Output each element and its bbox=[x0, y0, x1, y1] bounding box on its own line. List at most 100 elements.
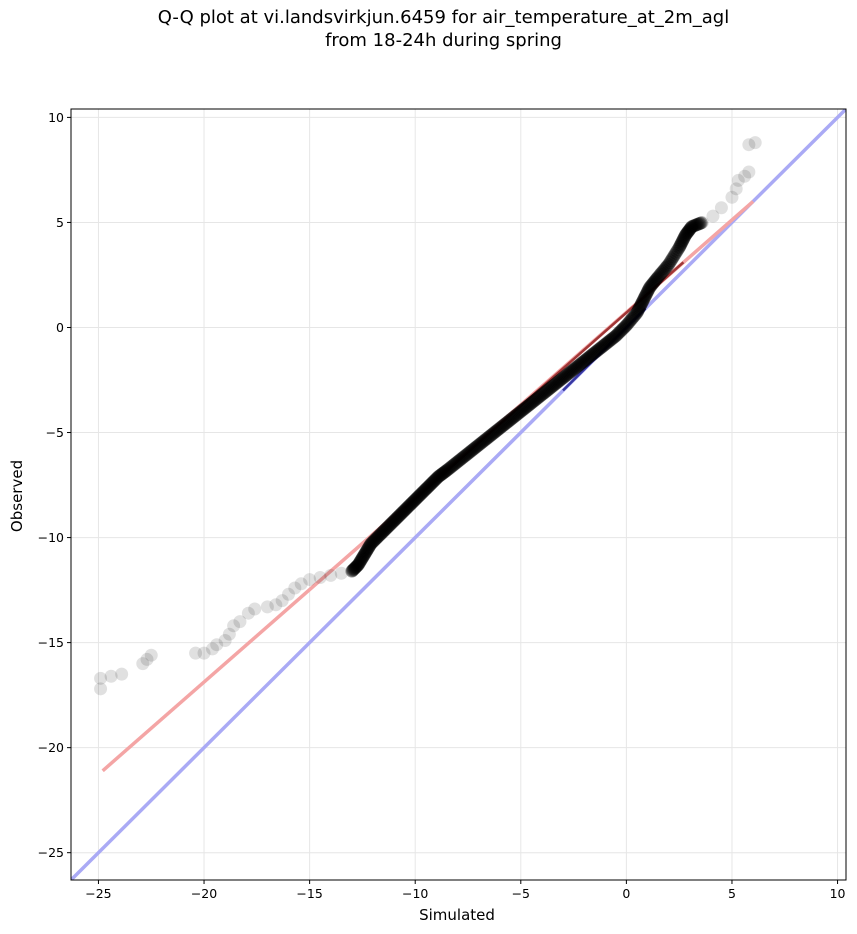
data-point bbox=[394, 507, 408, 521]
data-point bbox=[415, 486, 429, 500]
data-point bbox=[385, 516, 399, 530]
data-point bbox=[423, 478, 437, 492]
grid bbox=[71, 109, 846, 880]
data-point bbox=[684, 221, 698, 235]
data-point bbox=[354, 553, 368, 567]
data-point bbox=[624, 313, 638, 327]
data-point bbox=[636, 293, 650, 307]
data-point bbox=[631, 304, 645, 318]
data-point bbox=[601, 335, 615, 349]
data-point bbox=[430, 472, 444, 486]
data-point bbox=[596, 339, 610, 353]
x-tick-label: −20 bbox=[191, 886, 217, 901]
data-point bbox=[334, 566, 348, 580]
data-point bbox=[489, 424, 503, 438]
data-point bbox=[461, 447, 475, 461]
data-point bbox=[459, 448, 473, 462]
data-point bbox=[417, 484, 431, 498]
data-point bbox=[502, 414, 516, 428]
data-point bbox=[533, 390, 547, 404]
data-point bbox=[515, 404, 529, 418]
data-point bbox=[425, 476, 439, 490]
data-point bbox=[692, 217, 706, 231]
data-point bbox=[729, 182, 743, 196]
data-point bbox=[94, 671, 108, 685]
data-point bbox=[738, 169, 752, 183]
data-point bbox=[361, 542, 375, 556]
data-point bbox=[363, 538, 377, 552]
data-point bbox=[392, 509, 406, 523]
data-point bbox=[481, 431, 495, 445]
data-point bbox=[598, 337, 612, 351]
data-point bbox=[383, 518, 397, 532]
data-point bbox=[210, 638, 224, 652]
x-tick-label: −10 bbox=[402, 886, 428, 901]
data-point bbox=[597, 338, 611, 352]
data-point bbox=[427, 474, 441, 488]
data-point bbox=[467, 442, 481, 456]
data-point bbox=[399, 502, 413, 516]
data-point bbox=[560, 368, 574, 382]
data-point bbox=[371, 529, 385, 543]
data-point bbox=[653, 267, 667, 281]
data-point bbox=[360, 544, 374, 558]
data-point bbox=[513, 405, 527, 419]
data-point bbox=[416, 485, 430, 499]
data-point bbox=[353, 554, 367, 568]
data-point bbox=[534, 389, 548, 403]
data-point bbox=[644, 279, 658, 293]
data-point bbox=[455, 451, 469, 465]
data-point bbox=[396, 505, 410, 519]
data-point bbox=[542, 382, 556, 396]
data-point bbox=[695, 215, 709, 229]
data-point bbox=[350, 559, 364, 573]
data-point bbox=[673, 239, 687, 253]
data-point bbox=[486, 427, 500, 441]
data-point bbox=[557, 370, 571, 384]
data-point bbox=[674, 238, 688, 252]
data-point bbox=[571, 359, 585, 373]
data-point bbox=[632, 302, 646, 316]
data-point bbox=[366, 535, 380, 549]
data-point bbox=[678, 229, 692, 243]
data-point bbox=[470, 439, 484, 453]
data-point bbox=[609, 329, 623, 343]
data-point bbox=[436, 466, 450, 480]
data-point bbox=[641, 283, 655, 297]
data-point bbox=[282, 587, 296, 601]
data-point bbox=[636, 295, 650, 309]
data-point bbox=[403, 498, 417, 512]
data-point bbox=[660, 259, 674, 273]
data-point bbox=[670, 244, 684, 258]
data-point bbox=[348, 561, 362, 575]
data-point bbox=[140, 652, 154, 666]
data-point bbox=[227, 619, 241, 633]
data-point bbox=[369, 531, 383, 545]
data-point bbox=[645, 277, 659, 291]
data-point bbox=[409, 492, 423, 506]
data-point bbox=[352, 557, 366, 571]
data-point bbox=[446, 459, 460, 473]
data-point bbox=[714, 201, 728, 215]
data-point bbox=[412, 489, 426, 503]
data-point bbox=[563, 365, 577, 379]
data-point bbox=[438, 465, 452, 479]
data-point bbox=[499, 417, 513, 431]
x-tick-label: 5 bbox=[728, 886, 736, 901]
data-point bbox=[395, 506, 409, 520]
data-point bbox=[572, 358, 586, 372]
data-point bbox=[679, 228, 693, 242]
data-point bbox=[400, 500, 414, 514]
data-point bbox=[388, 513, 402, 527]
data-point bbox=[497, 418, 511, 432]
x-tick-label: 10 bbox=[830, 886, 846, 901]
data-point bbox=[706, 209, 720, 223]
data-point bbox=[347, 562, 361, 576]
data-point bbox=[577, 354, 591, 368]
data-point bbox=[362, 539, 376, 553]
data-point bbox=[369, 532, 383, 546]
y-tick-label: 5 bbox=[56, 215, 64, 230]
data-point bbox=[681, 225, 695, 239]
data-point bbox=[640, 286, 654, 300]
data-point bbox=[477, 433, 491, 447]
